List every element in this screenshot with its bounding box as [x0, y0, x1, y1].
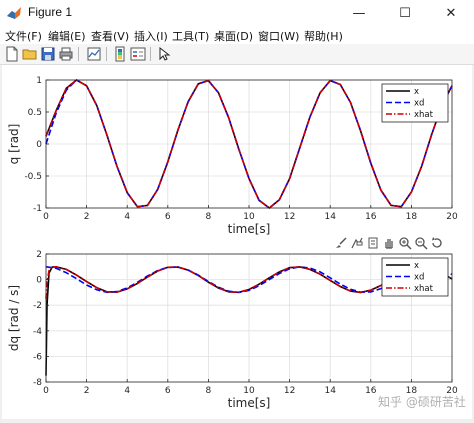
- x-tick-label: 10: [243, 386, 255, 396]
- save-icon[interactable]: [40, 46, 56, 62]
- rotate-3d-icon[interactable]: [366, 236, 380, 250]
- pointer-icon[interactable]: [156, 46, 172, 62]
- x-tick-label: 14: [324, 212, 336, 222]
- pan-icon[interactable]: [382, 236, 396, 250]
- y-tick-label: -4: [33, 327, 42, 337]
- menu-desktop[interactable]: 桌面(D): [214, 30, 254, 43]
- x-tick-label: 8: [206, 386, 212, 396]
- y-tick-label: -2: [33, 301, 42, 311]
- legend-label-xhat: xhat: [414, 110, 434, 120]
- x-tick-label: 18: [406, 386, 418, 396]
- x-tick-label: 4: [124, 386, 130, 396]
- x-tick-label: 6: [165, 386, 171, 396]
- x-axis-label: time[s]: [228, 396, 271, 410]
- y-tick-label: 1: [36, 76, 42, 86]
- maximize-icon: ☐: [399, 5, 411, 21]
- y-tick-label: 0: [36, 276, 42, 286]
- legend-label-x: x: [414, 87, 419, 97]
- new-figure-icon[interactable]: [4, 46, 20, 62]
- x-tick-label: 0: [43, 386, 49, 396]
- window-title: Figure 1: [28, 5, 73, 19]
- toolbar-separator: [150, 47, 151, 61]
- axes-velocity[interactable]: 0 2 4 6 8 10 12 14 16 18 20 -8 -6 -4 -2 0 2 time[s] dq [ra…: [7, 250, 458, 410]
- link-plot-icon[interactable]: [86, 46, 102, 62]
- series-line-xhat: [45, 265, 453, 299]
- zoom-in-icon[interactable]: [398, 236, 412, 250]
- y-tick-label: 2: [36, 250, 42, 260]
- menu-view[interactable]: 查看(V): [91, 30, 130, 43]
- y-tick-label: -8: [33, 378, 42, 388]
- x-tick-label: 14: [324, 386, 336, 396]
- y-tick-label: 0: [36, 140, 42, 150]
- data-tips-icon[interactable]: [350, 236, 364, 250]
- title-bar: Figure 1 — ☐ ✕: [0, 0, 474, 27]
- menu-window[interactable]: 窗口(W): [258, 30, 300, 43]
- toolbar-separator: [78, 47, 79, 61]
- x-tick-label: 20: [446, 212, 458, 222]
- x-tick-label: 4: [124, 212, 130, 222]
- watermark: 知乎 @硕研苦社: [378, 395, 466, 409]
- restore-view-icon[interactable]: [430, 236, 444, 250]
- y-tick-label: -1: [33, 204, 42, 214]
- legend-label-xhat: xhat: [414, 284, 434, 294]
- x-tick-label: 8: [206, 212, 212, 222]
- x-tick-label: 2: [84, 212, 90, 222]
- brush-icon[interactable]: [334, 236, 348, 250]
- y-tick-label: -6: [33, 352, 42, 362]
- y-axis-label: dq [rad / s]: [7, 285, 21, 351]
- x-tick-label: 16: [365, 386, 377, 396]
- menu-file[interactable]: 文件(F): [5, 30, 42, 43]
- series-line-xhat: [45, 79, 453, 210]
- legend-label-xd: xd: [414, 99, 424, 109]
- legend-label-x: x: [414, 261, 419, 271]
- print-icon[interactable]: [58, 46, 74, 62]
- y-tick-label: -0.5: [24, 172, 42, 182]
- x-tick-label: 18: [406, 212, 418, 222]
- close-icon: ✕: [445, 5, 457, 21]
- menu-bar: 文件(F) 编辑(E) 查看(V) 插入(I) 工具(T) 桌面(D) 窗口(W…: [0, 26, 474, 44]
- y-axis-label: q [rad]: [7, 124, 21, 165]
- menu-tools[interactable]: 工具(T): [172, 30, 210, 43]
- toolbar-separator: [106, 47, 107, 61]
- menu-insert[interactable]: 插入(I): [134, 30, 168, 43]
- menu-edit[interactable]: 编辑(E): [48, 30, 86, 43]
- x-tick-label: 20: [446, 386, 458, 396]
- minimize-button[interactable]: —: [336, 0, 382, 26]
- maximize-button[interactable]: ☐: [382, 0, 428, 26]
- matlab-icon: [7, 7, 21, 19]
- x-tick-label: 2: [84, 386, 90, 396]
- y-tick-label: 0.5: [28, 108, 42, 118]
- x-tick-label: 16: [365, 212, 377, 222]
- zoom-out-icon[interactable]: [414, 236, 428, 250]
- menu-help[interactable]: 帮助(H): [304, 30, 343, 43]
- x-tick-label: 0: [43, 212, 49, 222]
- x-tick-label: 10: [243, 212, 255, 222]
- x-tick-label: 12: [284, 386, 295, 396]
- insert-colorbar-icon[interactable]: [112, 46, 128, 62]
- figure-canvas[interactable]: 0 2 4 6 8 10 12 14 16 18 20 -1 -0.5 0 0.5 1 time[s] q [ra…: [2, 65, 472, 419]
- legend-label-xd: xd: [414, 273, 424, 283]
- x-tick-label: 6: [165, 212, 171, 222]
- insert-legend-icon[interactable]: [130, 46, 146, 62]
- figure-toolbar: [0, 44, 474, 65]
- minimize-icon: —: [352, 5, 366, 21]
- open-file-icon[interactable]: [22, 46, 38, 62]
- axes-position[interactable]: 0 2 4 6 8 10 12 14 16 18 20 -1 -0.5 0 0.5 1 time[s] q [ra…: [7, 76, 458, 236]
- x-axis-label: time[s]: [228, 222, 271, 236]
- x-tick-label: 12: [284, 212, 295, 222]
- close-button[interactable]: ✕: [428, 0, 474, 26]
